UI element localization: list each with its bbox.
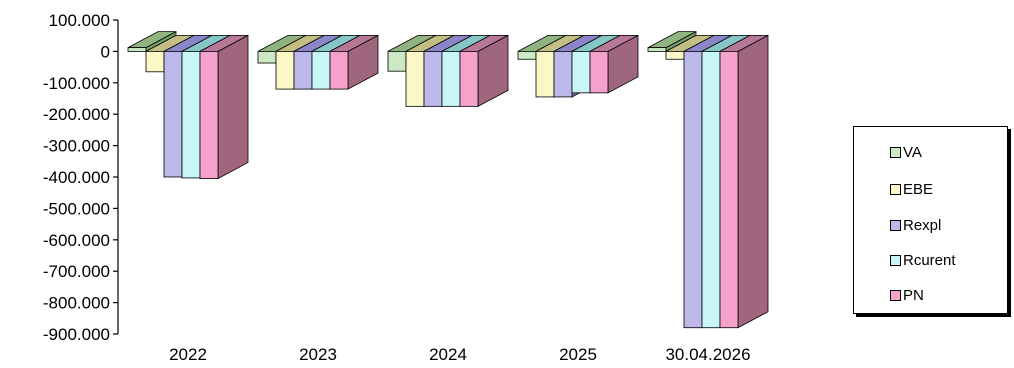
- x-tick-label: 30.04.2026: [665, 345, 750, 364]
- bar-front-face: [163, 51, 183, 178]
- y-tick-label: -100.000: [43, 74, 110, 93]
- legend-item-rexpl: Rexpl: [890, 215, 941, 235]
- y-tick-label: 100.000: [49, 11, 110, 30]
- bar-front-face: [665, 51, 685, 60]
- x-axis-labels: 2022 2023 2024 2025 30.04.2026: [169, 345, 750, 364]
- y-tick-label: -400.000: [43, 168, 110, 187]
- x-tick-label: 2024: [429, 345, 467, 364]
- legend: VA EBE Rexpl Rcurent PN: [853, 126, 1008, 314]
- bar-front-face: [293, 51, 313, 90]
- legend-label-ebe: EBE: [903, 180, 934, 198]
- y-tick-label: -500.000: [43, 199, 110, 218]
- bar-pn-2024: [459, 34, 509, 108]
- bar-front-face: [719, 51, 739, 329]
- y-axis: 100.000 0 -100.000 -200.000 -300.000 -400.000…: [43, 11, 119, 344]
- bar-front-face: [145, 51, 165, 73]
- bar-side-face: [217, 34, 249, 180]
- bar-pn-2023: [329, 34, 379, 90]
- y-tick-label: -900.000: [43, 325, 110, 344]
- legend-swatch-rexpl: [890, 219, 901, 231]
- legend-item-pn: PN: [890, 285, 924, 305]
- bar-front-face: [459, 51, 479, 107]
- bar-front-face: [257, 51, 277, 64]
- legend-label-va: VA: [903, 143, 922, 161]
- legend-swatch-pn: [890, 289, 901, 301]
- bars-layer: [127, 30, 769, 329]
- bar-front-face: [701, 51, 721, 329]
- bar-front-face: [553, 51, 573, 98]
- bar-front-face: [275, 51, 295, 90]
- bar-va-30-04-2026: [647, 30, 697, 53]
- bar-front-face: [647, 47, 667, 52]
- bar-front-face: [683, 51, 703, 329]
- legend-label-pn: PN: [903, 286, 924, 304]
- bar-front-face: [311, 51, 331, 90]
- bar-va-2022: [127, 30, 177, 53]
- legend-swatch-rcurent: [890, 254, 901, 266]
- legend-label-rcurent: Rcurent: [903, 251, 956, 269]
- bar-front-face: [199, 51, 219, 179]
- legend-swatch-va: [890, 146, 901, 158]
- bar-pn-30-04-2026: [719, 34, 769, 329]
- bar-front-face: [571, 51, 591, 94]
- legend-swatch-ebe: [890, 183, 901, 195]
- bar-front-face: [329, 51, 349, 90]
- x-tick-label: 2023: [299, 345, 337, 364]
- legend-item-ebe: EBE: [890, 179, 933, 199]
- bar-front-face: [423, 51, 443, 107]
- legend-item-va: VA: [890, 142, 922, 162]
- y-tick-label: -300.000: [43, 137, 110, 156]
- bar-front-face: [441, 51, 461, 107]
- bar-front-face: [127, 47, 147, 52]
- bar-side-face: [737, 34, 769, 329]
- y-tick-label: -600.000: [43, 231, 110, 250]
- y-tick-label: 0: [101, 42, 110, 61]
- bar-front-face: [535, 51, 555, 98]
- bar-front-face: [181, 51, 201, 179]
- x-tick-label: 2022: [169, 345, 207, 364]
- bar-front-face: [405, 51, 425, 107]
- bar-pn-2025: [589, 34, 639, 94]
- legend-label-rexpl: Rexpl: [903, 216, 942, 234]
- bar-pn-2022: [199, 34, 249, 180]
- x-tick-label: 2025: [559, 345, 597, 364]
- legend-item-rcurent: Rcurent: [890, 250, 956, 270]
- y-tick-label: -800.000: [43, 294, 110, 313]
- bar-front-face: [589, 51, 609, 94]
- y-tick-label: -700.000: [43, 262, 110, 281]
- bar-front-face: [517, 51, 537, 60]
- bar-front-face: [387, 51, 407, 72]
- y-tick-label: -200.000: [43, 105, 110, 124]
